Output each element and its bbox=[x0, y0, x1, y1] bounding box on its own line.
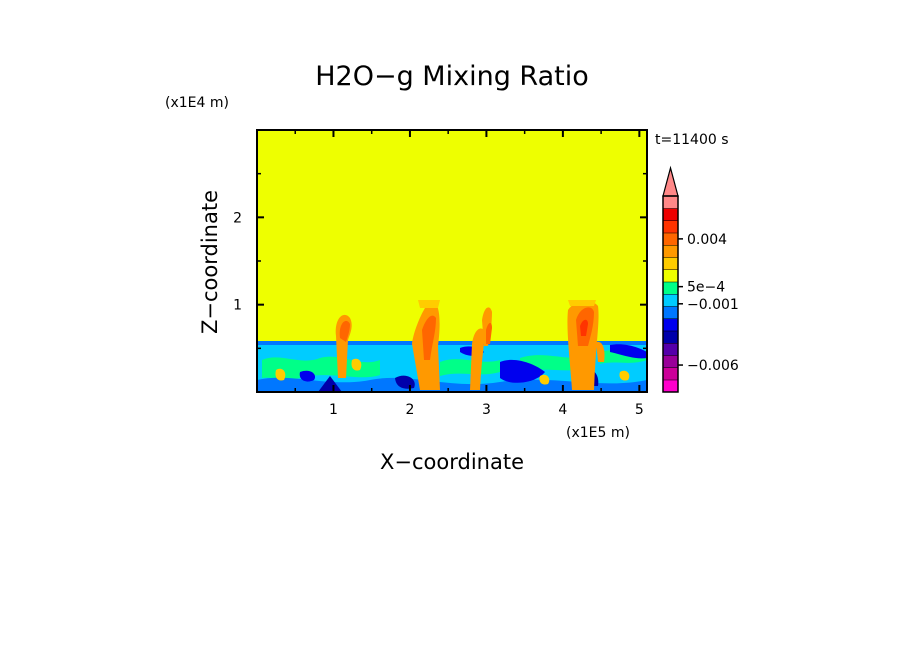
colorbar-swatch bbox=[663, 367, 678, 380]
y-unit-label: (x1E4 m) bbox=[165, 95, 229, 111]
x-axis-title: X−coordinate bbox=[380, 450, 524, 474]
x-axis-ticks: 1 2 3 4 5 bbox=[294, 130, 644, 418]
colorbar-label: 5e−4 bbox=[687, 280, 725, 296]
colorbar-swatch bbox=[663, 269, 678, 282]
colorbar-swatch bbox=[663, 196, 678, 209]
x-unit-label: (x1E5 m) bbox=[566, 425, 630, 441]
colorbar-frame bbox=[662, 195, 679, 393]
colorbar-swatch bbox=[663, 281, 678, 294]
x-tick-label: 3 bbox=[482, 402, 491, 418]
chart-title: H2O−g Mixing Ratio bbox=[315, 61, 589, 92]
y-axis-ticks: 12 bbox=[233, 172, 647, 350]
convective-plumes bbox=[335, 300, 605, 390]
y-axis-title: Z−coordinate bbox=[198, 190, 222, 334]
colorbar-swatch bbox=[663, 306, 678, 319]
time-label: t=11400 s bbox=[655, 132, 729, 148]
colorbar-swatch bbox=[663, 318, 678, 331]
colorbar-swatch bbox=[663, 257, 678, 270]
y-tick-label: 2 bbox=[233, 210, 242, 226]
x-tick-label: 4 bbox=[558, 402, 567, 418]
colorbar-swatch bbox=[663, 208, 678, 221]
colorbar-swatch bbox=[663, 330, 678, 343]
colorbar-label: −0.001 bbox=[687, 297, 739, 313]
colorbar-swatch bbox=[663, 355, 678, 368]
colorbar-swatch bbox=[663, 343, 678, 356]
x-tick-label: 5 bbox=[635, 402, 644, 418]
plot-area bbox=[257, 130, 647, 392]
colorbar-arrow bbox=[662, 165, 679, 197]
colorbar-swatch bbox=[663, 379, 678, 392]
colorbar-label: 0.004 bbox=[687, 232, 727, 248]
x-tick-label: 2 bbox=[405, 402, 414, 418]
colorbar-label: −0.006 bbox=[687, 358, 739, 374]
x-tick-label: 1 bbox=[329, 402, 338, 418]
colorbar-swatch bbox=[663, 232, 678, 245]
colorbar-swatch bbox=[663, 220, 678, 233]
colorbar-swatch bbox=[663, 294, 678, 307]
colorbar-swatch bbox=[663, 245, 678, 258]
y-tick-label: 1 bbox=[233, 298, 242, 314]
